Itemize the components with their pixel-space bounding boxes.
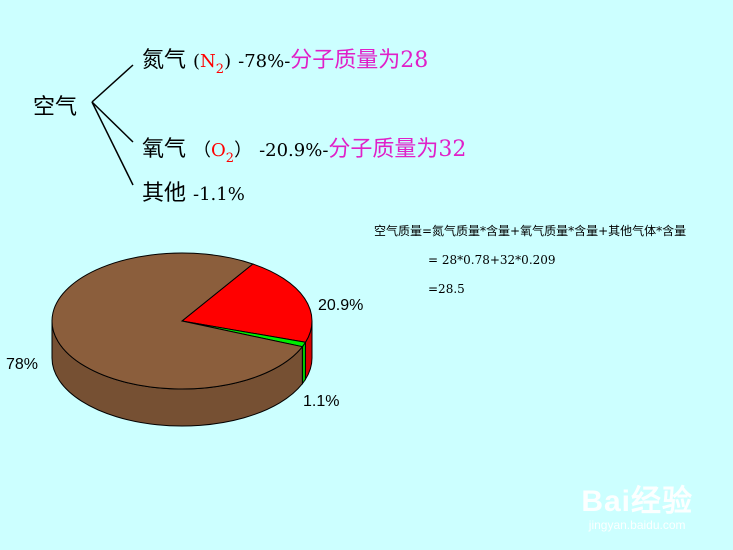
n2-mass: 分子质量为28 bbox=[290, 48, 429, 73]
connector-o2 bbox=[91, 101, 134, 143]
o2-percent: -20.9%- bbox=[259, 140, 329, 161]
o2-subscript: 2 bbox=[225, 151, 235, 166]
pie-label-n2: 78% bbox=[6, 356, 39, 373]
root-label: 空气 bbox=[33, 95, 78, 120]
other-row: 其他 -1.1% bbox=[142, 175, 245, 207]
watermark-url: jingyan.baidu.com bbox=[588, 518, 686, 532]
formula-line-1: 空气质量=氮气质量*含量+氧气质量*含量+其他气体*含量 bbox=[374, 224, 687, 238]
n2-percent: -78%- bbox=[238, 51, 291, 72]
o2-row: 氧气 （O2） -20.9%-分子质量为32 bbox=[142, 131, 466, 166]
watermark: Bai经验 jingyan.baidu.com bbox=[581, 476, 693, 532]
connector-other bbox=[91, 101, 134, 186]
other-percent: -1.1% bbox=[193, 184, 245, 205]
n2-element: N bbox=[200, 51, 216, 72]
pie-slice-0 bbox=[51, 252, 304, 390]
n2-name: 氮气 bbox=[142, 48, 187, 73]
pie-label-o2: 20.9% bbox=[318, 297, 364, 314]
o2-formula: （O2） bbox=[193, 140, 253, 166]
pie-slice-1 bbox=[180, 263, 313, 343]
n2-row: 氮气 (N2) -78%-分子质量为28 bbox=[142, 42, 428, 77]
watermark-logo: Bai经验 bbox=[581, 485, 693, 518]
n2-formula: (N2) bbox=[193, 51, 232, 77]
other-name: 其他 bbox=[142, 181, 187, 206]
n2-subscript: 2 bbox=[215, 62, 225, 77]
connector-n2 bbox=[91, 64, 134, 103]
formula-line-2: = 28*0.78+32*0.209 bbox=[428, 253, 556, 267]
o2-element: O bbox=[211, 140, 226, 161]
pie-label-other: 1.1% bbox=[303, 393, 340, 410]
formula-line-3: =28.5 bbox=[428, 282, 465, 296]
o2-name: 氧气 bbox=[142, 137, 187, 162]
o2-mass: 分子质量为32 bbox=[328, 137, 467, 162]
